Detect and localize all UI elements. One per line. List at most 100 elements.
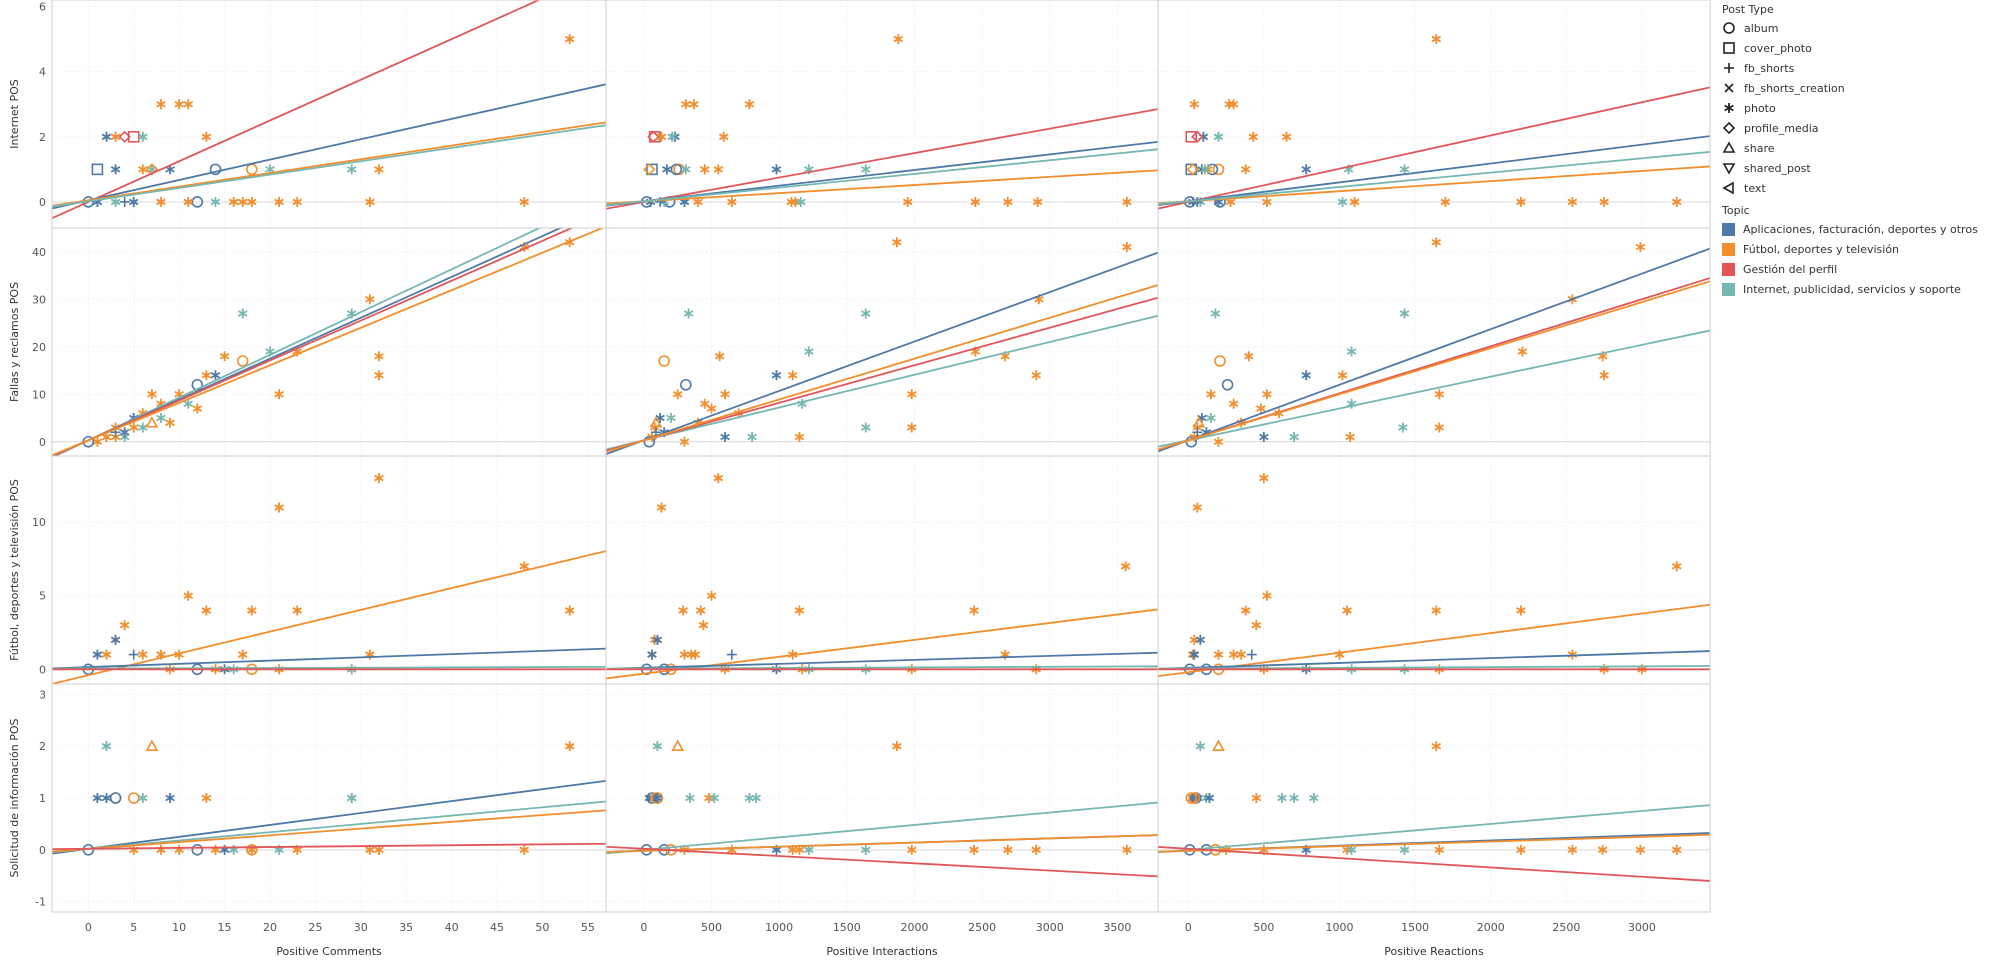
data-point[interactable]: [662, 164, 672, 175]
data-point[interactable]: [191, 844, 204, 856]
data-point[interactable]: [860, 422, 871, 433]
data-point[interactable]: [726, 649, 737, 660]
topic-legend-item[interactable]: Internet, publicidad, servicios y soport…: [1722, 279, 1990, 299]
data-point[interactable]: [119, 196, 130, 207]
data-point[interactable]: [101, 131, 112, 142]
data-point[interactable]: [1192, 196, 1203, 207]
data-point[interactable]: [1236, 649, 1246, 660]
data-point[interactable]: [365, 196, 375, 207]
data-point[interactable]: [274, 196, 284, 207]
data-point[interactable]: [690, 649, 701, 660]
data-point[interactable]: [713, 473, 724, 484]
data-point[interactable]: [201, 605, 212, 616]
data-point[interactable]: [679, 436, 690, 447]
data-point[interactable]: [1206, 389, 1216, 400]
data-point[interactable]: [1192, 427, 1203, 438]
data-point[interactable]: [658, 355, 670, 367]
data-point[interactable]: [1517, 346, 1528, 357]
data-point[interactable]: [292, 605, 302, 616]
data-point[interactable]: [138, 649, 148, 660]
data-point[interactable]: [1212, 739, 1225, 751]
data-point[interactable]: [1671, 844, 1682, 855]
data-point[interactable]: [127, 792, 140, 804]
data-point[interactable]: [101, 741, 112, 752]
data-point[interactable]: [246, 163, 258, 176]
data-point[interactable]: [1567, 196, 1578, 207]
data-point[interactable]: [652, 793, 663, 803]
data-point[interactable]: [1289, 793, 1299, 803]
data-point[interactable]: [183, 196, 194, 207]
post-type-legend-item[interactable]: shared_post: [1722, 158, 1990, 178]
data-point[interactable]: [92, 649, 103, 660]
data-point[interactable]: [714, 351, 725, 362]
data-point[interactable]: [1434, 389, 1445, 400]
data-point[interactable]: [646, 163, 658, 176]
data-point[interactable]: [247, 196, 257, 207]
data-point[interactable]: [1200, 164, 1210, 175]
data-point[interactable]: [191, 196, 204, 208]
data-point[interactable]: [1431, 605, 1442, 616]
data-point[interactable]: [147, 389, 157, 400]
data-point[interactable]: [365, 294, 375, 305]
data-point[interactable]: [101, 793, 112, 803]
data-point[interactable]: [771, 164, 782, 175]
data-point[interactable]: [787, 370, 798, 381]
data-point[interactable]: [128, 196, 139, 207]
data-point[interactable]: [210, 370, 221, 381]
data-point[interactable]: [667, 131, 678, 142]
data-point[interactable]: [156, 196, 166, 207]
data-point[interactable]: [1337, 370, 1348, 381]
data-point[interactable]: [109, 792, 122, 804]
data-point[interactable]: [110, 634, 121, 645]
data-point[interactable]: [183, 398, 194, 409]
data-point[interactable]: [128, 649, 139, 660]
data-point[interactable]: [1195, 741, 1206, 752]
data-point[interactable]: [1259, 432, 1269, 442]
data-point[interactable]: [564, 34, 575, 45]
data-point[interactable]: [969, 605, 979, 616]
data-point[interactable]: [165, 417, 175, 428]
data-point[interactable]: [237, 649, 248, 660]
data-point[interactable]: [1599, 370, 1609, 381]
data-point[interactable]: [1671, 561, 1682, 572]
data-point[interactable]: [680, 378, 692, 391]
data-point[interactable]: [652, 741, 663, 752]
data-point[interactable]: [796, 196, 806, 207]
data-point[interactable]: [706, 590, 717, 601]
data-point[interactable]: [1301, 370, 1311, 381]
data-point[interactable]: [1431, 34, 1442, 45]
data-point[interactable]: [647, 130, 660, 143]
data-point[interactable]: [1213, 436, 1224, 447]
data-point[interactable]: [1246, 649, 1257, 660]
data-point[interactable]: [1122, 196, 1132, 207]
data-point[interactable]: [893, 34, 904, 45]
data-point[interactable]: [145, 739, 159, 751]
data-point[interactable]: [1399, 164, 1410, 175]
data-point[interactable]: [1213, 649, 1224, 660]
data-point[interactable]: [698, 620, 709, 631]
data-point[interactable]: [1256, 403, 1266, 414]
data-point[interactable]: [1516, 605, 1526, 616]
data-point[interactable]: [1251, 793, 1262, 803]
data-point[interactable]: [643, 435, 656, 448]
topic-legend-item[interactable]: Aplicaciones, facturación, deportes y ot…: [1722, 219, 1990, 239]
data-point[interactable]: [1301, 164, 1311, 175]
data-point[interactable]: [744, 99, 755, 110]
data-point[interactable]: [1214, 355, 1226, 367]
data-point[interactable]: [1003, 844, 1013, 855]
data-point[interactable]: [138, 131, 148, 142]
data-point[interactable]: [519, 561, 530, 572]
data-point[interactable]: [679, 649, 690, 660]
data-point[interactable]: [183, 99, 194, 110]
data-point[interactable]: [346, 164, 357, 175]
data-point[interactable]: [1399, 844, 1410, 855]
data-point[interactable]: [1240, 164, 1251, 175]
data-point[interactable]: [685, 793, 695, 803]
data-point[interactable]: [1186, 163, 1199, 176]
data-point[interactable]: [374, 351, 384, 362]
data-point[interactable]: [1434, 422, 1445, 433]
data-point[interactable]: [292, 196, 302, 207]
post-type-legend-item[interactable]: profile_media: [1722, 118, 1990, 138]
data-point[interactable]: [672, 389, 683, 400]
data-point[interactable]: [1251, 620, 1262, 631]
